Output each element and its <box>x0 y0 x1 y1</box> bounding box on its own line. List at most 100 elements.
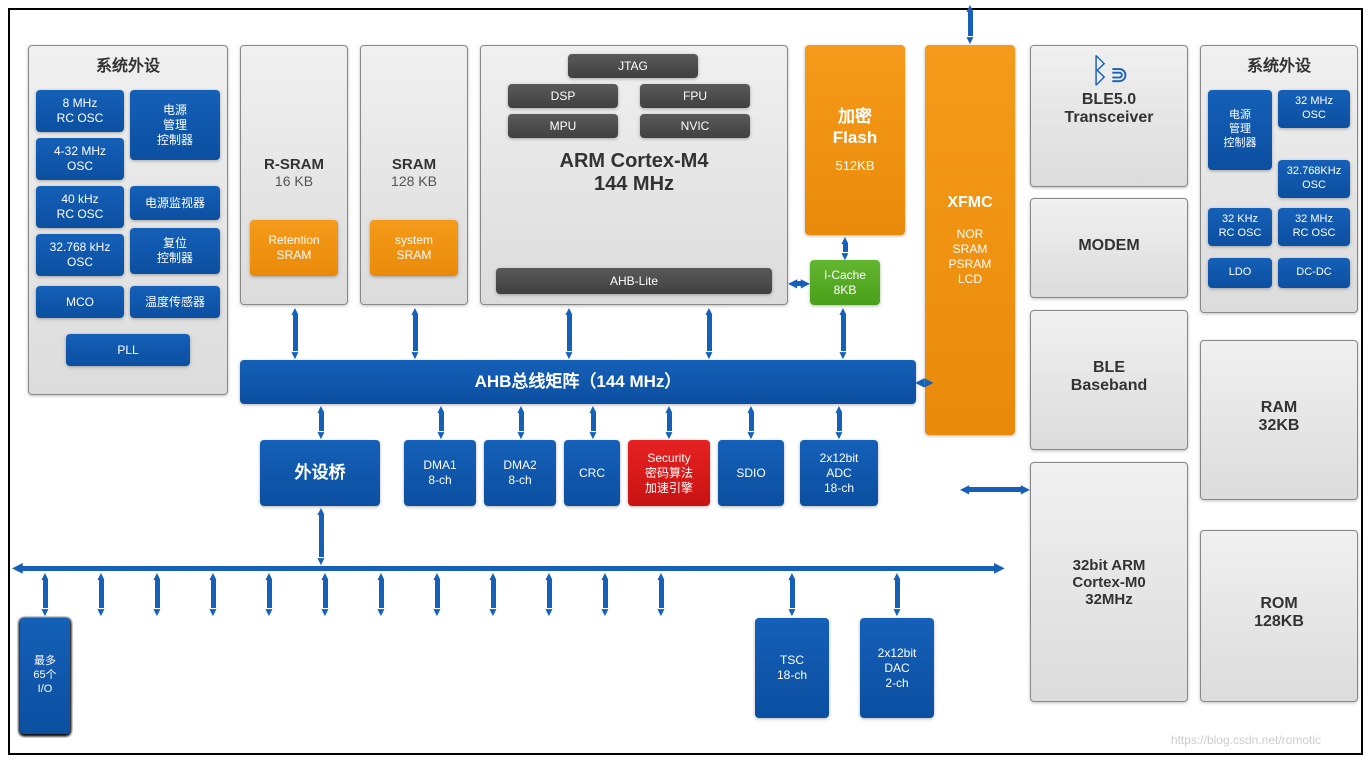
arrow-busline-periph <box>316 572 334 616</box>
arrow-cpu-ahb2 <box>700 307 718 359</box>
arrow-cpu-icache <box>788 274 810 292</box>
arrow-xfmc-ble <box>960 480 1030 498</box>
baseband-label: BLE Baseband <box>1031 359 1187 395</box>
arrow-busline-periph <box>428 572 446 616</box>
periph-8mhz-rcosc: 8 MHz RC OSC <box>36 90 124 132</box>
baseband-panel: BLE Baseband <box>1030 310 1188 450</box>
crc: CRC <box>564 440 620 506</box>
flash-t2: Flash <box>833 127 877 148</box>
arrow-sram-ahb <box>406 307 424 359</box>
rp-dcdc: DC-DC <box>1278 258 1350 288</box>
rsram-chip: Retention SRAM <box>250 220 338 276</box>
arrow-busline-periph <box>36 572 54 616</box>
modem-panel: MODEM <box>1030 198 1188 298</box>
cpu-mpu: MPU <box>508 114 618 138</box>
arrow-busline-periph <box>484 572 502 616</box>
cpu-dsp: DSP <box>508 84 618 108</box>
periph-pwr-mon: 电源监视器 <box>130 186 220 220</box>
periph-temp: 温度传感器 <box>130 286 220 318</box>
periph-40khz: 40 kHz RC OSC <box>36 186 124 228</box>
dac: 2x12bit DAC 2-ch <box>860 618 934 718</box>
arrow-busline-periph <box>92 572 110 616</box>
rom-label: ROM 128KB <box>1201 595 1357 631</box>
rp-pwr: 电源 管理 控制器 <box>1208 90 1272 170</box>
cpu-ahblite: AHB-Lite <box>496 268 772 294</box>
arrow-busline-periph <box>596 572 614 616</box>
tsc: TSC 18-ch <box>755 618 829 718</box>
peripheral-bridge: 外设桥 <box>260 440 380 506</box>
arrow-rsram-ahb <box>286 307 304 359</box>
rom-panel: ROM 128KB <box>1200 530 1358 702</box>
sram-sub: 128 KB <box>361 173 467 189</box>
cpu-core1: ARM Cortex-M4 <box>480 150 788 173</box>
diagram-canvas: 系统外设 8 MHz RC OSC 电源 管理 控制器 4-32 MHz OSC… <box>8 8 1363 755</box>
periph-pll: PLL <box>66 334 190 366</box>
ram-panel: RAM 32KB <box>1200 340 1358 500</box>
flash-t1: 加密 <box>838 106 872 127</box>
flash-block: 加密 Flash 512KB <box>805 45 905 235</box>
busline-arrow-left: ◀ <box>12 559 23 576</box>
ram-label: RAM 32KB <box>1201 399 1357 435</box>
busline-arrow-right: ▶ <box>994 559 1005 576</box>
icache-block: I-Cache 8KB <box>810 260 880 305</box>
rsram-title: R-SRAM <box>241 156 347 173</box>
periph-reset: 复位 控制器 <box>130 228 220 274</box>
security: Security 密码算法 加速引擎 <box>628 440 710 506</box>
periph-4-32mhz: 4-32 MHz OSC <box>36 138 124 180</box>
arrow-busline-periph <box>204 572 222 616</box>
arrow-ahb-bridge <box>312 405 330 439</box>
cpu-fpu: FPU <box>640 84 750 108</box>
arrow-cpu-ahb1 <box>560 307 578 359</box>
rp-ldo: LDO <box>1208 258 1272 288</box>
m0-panel: 32bit ARM Cortex-M0 32MHz <box>1030 462 1188 702</box>
sram-title: SRAM <box>361 156 467 173</box>
arrow-ahb-crc <box>584 405 602 439</box>
cpu-core2: 144 MHz <box>480 173 788 196</box>
arrow-ahb-dma2 <box>512 405 530 439</box>
periph-row-item: 最多 65个 I/O <box>20 618 70 734</box>
arrow-ahb-xfmc <box>915 373 927 391</box>
rp-32khz-rc: 32 KHz RC OSC <box>1208 208 1272 246</box>
dma2: DMA2 8-ch <box>484 440 556 506</box>
arrow-busline-tsc <box>783 572 801 616</box>
rsram-sub: 16 KB <box>241 173 347 189</box>
flash-t3: 512KB <box>835 158 874 174</box>
bluetooth-icon: ᛒ⋑ <box>1031 52 1187 91</box>
dma1: DMA1 8-ch <box>404 440 476 506</box>
rp-32mhz-rc: 32 MHz RC OSC <box>1278 208 1350 246</box>
m0-label: 32bit ARM Cortex-M0 32MHz <box>1031 557 1187 608</box>
arrow-ahb-sdio <box>742 405 760 439</box>
modem-label: MODEM <box>1031 237 1187 255</box>
adc: 2x12bit ADC 18-ch <box>800 440 878 506</box>
arrow-busline-periph <box>372 572 390 616</box>
arrow-ahb-sec <box>660 405 678 439</box>
arrow-busline-periph <box>540 572 558 616</box>
sram-chip: system SRAM <box>370 220 458 276</box>
watermark: https://blog.csdn.net/romotic <box>1171 733 1321 747</box>
arrow-busline-periph <box>148 572 166 616</box>
arrow-bridge-busline <box>312 507 330 565</box>
arrow-busline-dac <box>888 572 906 616</box>
arrow-ahb-adc <box>830 405 848 439</box>
cpu-nvic: NVIC <box>640 114 750 138</box>
ble-transceiver-panel: ᛒ⋑ BLE5.0 Transceiver <box>1030 45 1188 187</box>
cpu-jtag: JTAG <box>568 54 698 78</box>
rp-32768khz: 32.768KHz OSC <box>1278 160 1350 198</box>
sdio: SDIO <box>718 440 784 506</box>
xfmc-sub: NOR SRAM PSRAM LCD <box>949 227 992 287</box>
right-periph-title: 系统外设 <box>1201 52 1357 76</box>
arrow-busline-periph <box>260 572 278 616</box>
rp-32mhz: 32 MHz OSC <box>1278 90 1350 128</box>
arrow-flash-icache <box>836 236 854 260</box>
ahb-bus: AHB总线矩阵（144 MHz） <box>240 360 916 404</box>
arrow-xfmc-top <box>961 4 979 44</box>
arrow-icache-ahb <box>834 307 852 359</box>
xfmc-block: XFMC NOR SRAM PSRAM LCD <box>925 45 1015 435</box>
arrow-busline-periph <box>652 572 670 616</box>
xfmc-title: XFMC <box>947 193 992 213</box>
peripheral-busline <box>20 566 1000 571</box>
ble-label: BLE5.0 Transceiver <box>1031 91 1187 127</box>
periph-pwr-mgr: 电源 管理 控制器 <box>130 90 220 160</box>
periph-mco: MCO <box>36 286 124 318</box>
periph-32768khz: 32.768 kHz OSC <box>36 234 124 276</box>
